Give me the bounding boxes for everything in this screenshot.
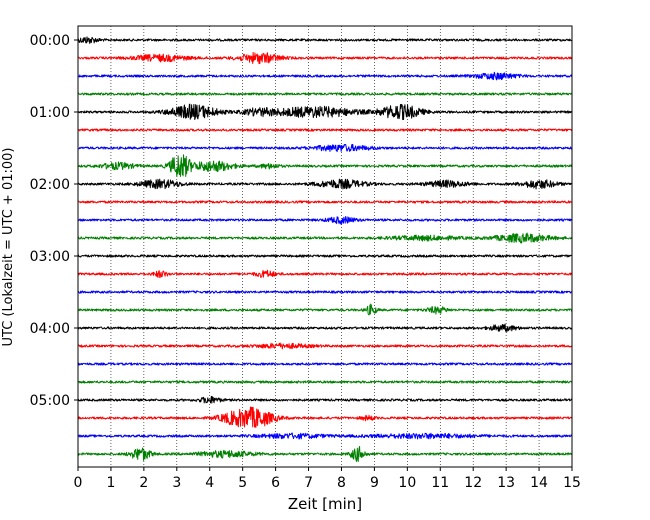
plot-frame <box>77 25 573 468</box>
x-tick-label: 0 <box>74 475 83 491</box>
x-tick-label: 4 <box>205 475 214 491</box>
trace-line <box>77 362 573 366</box>
x-ticks: 0 1 2 3 4 5 6 7 8 9 10 11 12 13 14 15 <box>74 467 581 491</box>
trace-line <box>77 200 573 204</box>
trace-line <box>77 232 573 244</box>
trace-line <box>77 406 573 428</box>
x-axis-label: Zeit [min] <box>288 495 362 513</box>
trace-line <box>77 178 573 190</box>
x-tick-label: 15 <box>563 475 581 491</box>
x-tick-label: 6 <box>271 475 280 491</box>
trace-line <box>77 303 573 316</box>
x-tick-label: 8 <box>337 475 346 491</box>
trace-line <box>77 323 573 333</box>
x-tick-label: 13 <box>497 475 515 491</box>
x-tick-label: 5 <box>238 475 247 491</box>
trace-line <box>77 342 573 350</box>
y-tick-label: 02:00 <box>30 177 70 193</box>
trace-line <box>77 432 573 440</box>
trace-line <box>77 71 573 81</box>
x-tick-label: 1 <box>106 475 115 491</box>
x-tick-label: 10 <box>398 475 416 491</box>
trace-line <box>77 103 573 121</box>
trace-line <box>77 290 573 294</box>
y-tick-label: 03:00 <box>30 249 70 265</box>
x-tick-label: 9 <box>370 475 379 491</box>
trace-line <box>77 395 573 404</box>
trace-line <box>77 215 573 225</box>
y-tick-label: 01:00 <box>30 105 70 121</box>
seismic-traces <box>77 36 573 462</box>
x-tick-label: 7 <box>304 475 313 491</box>
trace-line <box>77 92 573 96</box>
y-axis-label: UTC (Lokalzeit = UTC + 01:00) <box>1 148 16 347</box>
x-tick-label: 12 <box>464 475 482 491</box>
y-ticks: 00:00 01:00 02:00 03:00 04:00 05:00 <box>30 33 78 409</box>
trace-line <box>77 380 573 384</box>
x-tick-label: 14 <box>530 475 548 491</box>
trace-line <box>77 128 573 132</box>
trace-line <box>77 143 573 153</box>
trace-line <box>77 36 573 44</box>
x-tick-label: 2 <box>139 475 148 491</box>
y-tick-label: 05:00 <box>30 393 70 409</box>
x-tick-label: 11 <box>431 475 449 491</box>
trace-line <box>77 269 573 279</box>
y-tick-label: 04:00 <box>30 321 70 337</box>
trace-line <box>77 445 573 462</box>
x-tick-label: 3 <box>172 475 181 491</box>
trace-line <box>77 254 573 258</box>
trace-line <box>77 154 573 177</box>
y-tick-label: 00:00 <box>30 33 70 49</box>
trace-line <box>77 51 573 65</box>
